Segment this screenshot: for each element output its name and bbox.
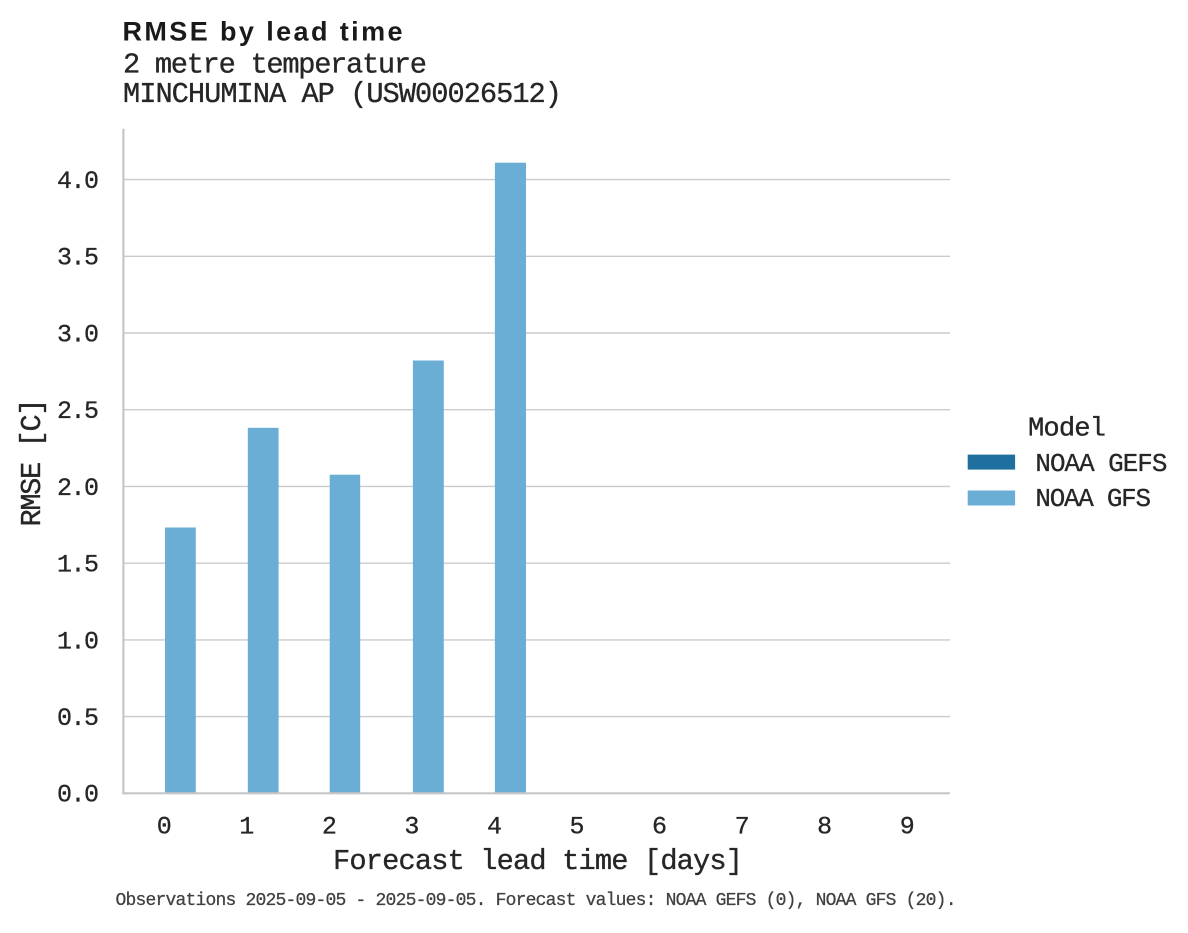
svg-text:4: 4 — [487, 813, 502, 842]
svg-text:9: 9 — [900, 813, 915, 842]
svg-text:NOAA GEFS: NOAA GEFS — [1035, 449, 1167, 479]
svg-text:7: 7 — [735, 813, 750, 842]
svg-text:RMSE [C]: RMSE [C] — [16, 399, 49, 527]
svg-text:3.5: 3.5 — [57, 244, 99, 273]
svg-text:6: 6 — [652, 813, 667, 842]
svg-text:2: 2 — [322, 813, 337, 842]
svg-text:MINCHUMINA AP (USW00026512): MINCHUMINA AP (USW00026512) — [123, 78, 562, 111]
svg-text:5: 5 — [569, 813, 584, 842]
svg-text:2.5: 2.5 — [57, 397, 99, 426]
svg-text:RMSE by lead time: RMSE by lead time — [123, 17, 403, 47]
svg-text:Observations 2025-09-05 - 2025: Observations 2025-09-05 - 2025-09-05. Fo… — [116, 891, 957, 911]
svg-text:2 metre temperature: 2 metre temperature — [123, 49, 427, 82]
svg-text:3.0: 3.0 — [57, 320, 99, 349]
svg-text:4.0: 4.0 — [57, 167, 99, 196]
svg-text:3: 3 — [404, 813, 419, 842]
svg-text:Forecast lead time [days]: Forecast lead time [days] — [333, 845, 743, 878]
svg-text:0.5: 0.5 — [57, 704, 99, 733]
svg-text:8: 8 — [817, 813, 832, 842]
svg-text:1.5: 1.5 — [57, 551, 99, 580]
svg-text:1.0: 1.0 — [57, 627, 99, 656]
svg-text:1: 1 — [239, 813, 254, 842]
svg-text:2.0: 2.0 — [57, 474, 99, 503]
svg-text:0.0: 0.0 — [57, 781, 99, 810]
svg-text:NOAA GFS: NOAA GFS — [1035, 484, 1151, 514]
svg-text:0: 0 — [157, 813, 172, 842]
svg-text:Model: Model — [1028, 414, 1106, 445]
